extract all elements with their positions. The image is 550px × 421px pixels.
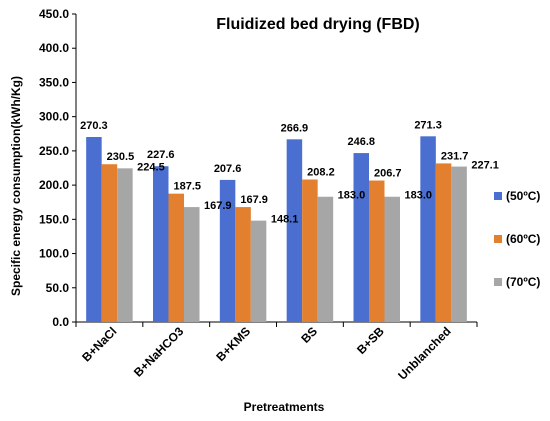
x-tick-label: BS <box>298 324 320 346</box>
legend-swatch-1 <box>494 192 502 200</box>
legend-swatch-2 <box>494 235 502 243</box>
data-label: 207.6 <box>214 163 242 175</box>
x-tick-label: B+NaHCO3 <box>131 324 187 380</box>
bar-2 <box>235 207 251 322</box>
data-label: 187.5 <box>174 181 202 193</box>
legend-label-2: (60ºC) <box>506 232 540 246</box>
y-tick-label: 250.0 <box>39 144 69 158</box>
y-tick-label: 300.0 <box>39 110 69 124</box>
data-labels: 270.3230.5224.5227.6187.5167.9207.6167.9… <box>80 119 499 225</box>
y-ticks: 0.0 50.0 100.0 150.0 200.0 250.0 300.0 350.0 400… <box>39 7 76 329</box>
bar-2 <box>168 193 184 322</box>
data-label: 227.1 <box>471 160 499 172</box>
data-label: 208.2 <box>307 166 335 178</box>
x-tick-labels: B+NaCl B+NaHCO3 B+KMS BS B+SB Unblanched <box>79 324 453 383</box>
bar-3 <box>451 166 467 322</box>
data-label: 206.7 <box>374 168 402 180</box>
x-tick-label: Unblanched <box>395 324 453 382</box>
axes <box>75 14 478 327</box>
data-label: 246.8 <box>347 136 375 148</box>
x-axis-label: Pretreatments <box>244 400 325 414</box>
bar-2 <box>302 179 318 322</box>
bar-1 <box>86 136 102 322</box>
data-label: 167.9 <box>240 194 268 206</box>
x-tick-label: B+KMS <box>213 324 253 364</box>
legend: (50ºC) (60ºC) (70ºC) <box>494 189 540 289</box>
y-tick-label: 0.0 <box>52 315 69 329</box>
bar-1 <box>219 179 236 322</box>
y-tick-label: 50.0 <box>46 281 70 295</box>
x-tick-label: B+NaCl <box>79 324 119 364</box>
y-tick-label: 400.0 <box>39 41 69 55</box>
bar-1 <box>286 139 303 322</box>
data-label: 183.0 <box>338 190 366 202</box>
bar-2 <box>101 164 118 322</box>
data-label: 266.9 <box>281 122 309 134</box>
bar-3 <box>117 168 133 322</box>
data-label: 231.7 <box>441 150 469 162</box>
bar-2 <box>369 180 385 322</box>
y-axis-label: Specific energy consumption(kWh/Kg) <box>9 76 23 296</box>
bar-1 <box>353 153 369 322</box>
bar-1 <box>420 136 436 322</box>
y-tick-label: 100.0 <box>39 247 69 261</box>
y-tick-label: 200.0 <box>39 178 69 192</box>
bars <box>86 136 467 322</box>
legend-swatch-3 <box>494 278 502 286</box>
bar-3 <box>184 207 200 322</box>
bar-3 <box>250 220 267 322</box>
data-label: 167.9 <box>204 200 232 212</box>
chart-title: Fluidized bed drying (FBD) <box>216 16 420 33</box>
legend-label-1: (50ºC) <box>506 189 540 203</box>
bar-3 <box>384 196 400 322</box>
y-tick-label: 350.0 <box>39 75 69 89</box>
legend-label-3: (70ºC) <box>506 275 540 289</box>
x-tick-label: B+SB <box>354 324 387 357</box>
y-tick-label: 150.0 <box>39 212 69 226</box>
bar-1 <box>153 166 169 322</box>
data-label: 270.3 <box>80 120 108 132</box>
data-label: 183.0 <box>405 190 433 202</box>
bar-2 <box>435 163 452 322</box>
bar-3 <box>317 196 334 322</box>
y-tick-label: 450.0 <box>39 7 69 21</box>
data-label: 227.6 <box>147 149 175 161</box>
data-label: 271.3 <box>414 119 442 131</box>
data-label: 230.5 <box>107 151 135 163</box>
data-label: 148.1 <box>271 214 299 226</box>
data-label: 224.5 <box>137 161 165 173</box>
